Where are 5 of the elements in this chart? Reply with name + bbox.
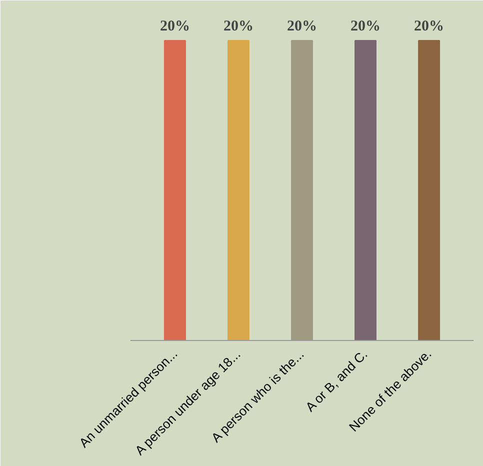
data-label: 20% [287,18,317,34]
data-label: 20% [414,18,444,34]
data-label: 20% [350,18,381,34]
data-label: 20% [223,18,254,34]
data-label: 20% [160,18,190,34]
